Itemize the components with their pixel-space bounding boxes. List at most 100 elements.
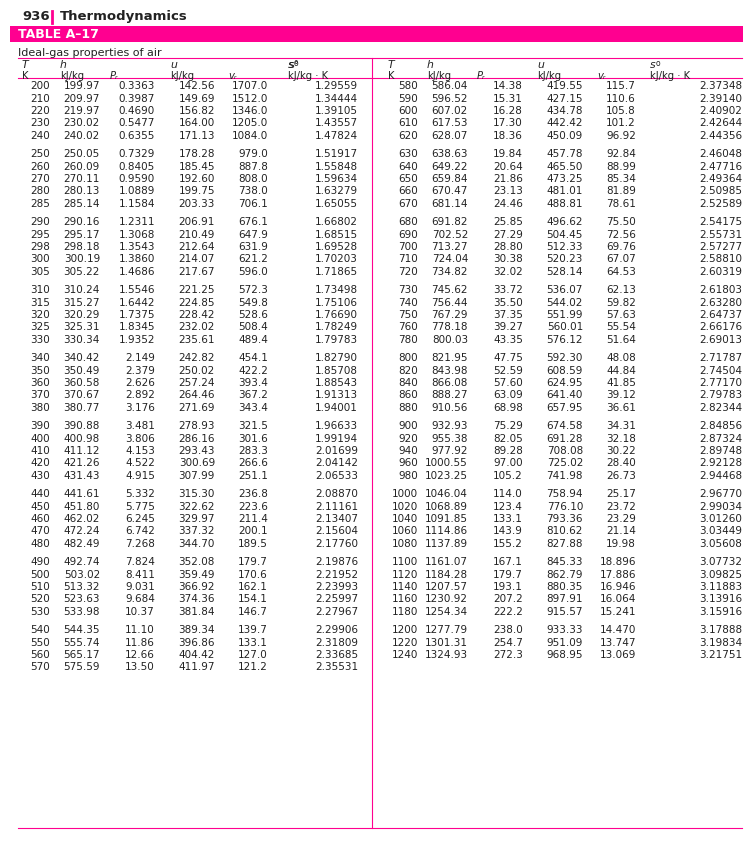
Text: 278.93: 278.93 bbox=[178, 421, 215, 431]
Text: 7.824: 7.824 bbox=[125, 557, 155, 567]
Text: 1324.93: 1324.93 bbox=[425, 650, 468, 660]
Text: 1.99194: 1.99194 bbox=[315, 433, 358, 444]
Text: 200.1: 200.1 bbox=[239, 527, 268, 537]
Text: 18.896: 18.896 bbox=[599, 557, 636, 567]
Text: 457.78: 457.78 bbox=[547, 149, 583, 159]
Text: 1.1584: 1.1584 bbox=[118, 199, 155, 209]
Text: 1046.04: 1046.04 bbox=[425, 489, 468, 499]
Text: 1301.31: 1301.31 bbox=[425, 638, 468, 648]
Text: 4.915: 4.915 bbox=[125, 471, 155, 481]
Text: 738.0: 738.0 bbox=[238, 187, 268, 197]
Text: 14.470: 14.470 bbox=[599, 625, 636, 635]
Text: kJ/kg: kJ/kg bbox=[60, 71, 84, 81]
Text: 16.946: 16.946 bbox=[599, 582, 636, 592]
Text: 400.98: 400.98 bbox=[64, 433, 100, 444]
Text: 960: 960 bbox=[398, 459, 418, 468]
Text: 1240: 1240 bbox=[392, 650, 418, 660]
Text: 1707.0: 1707.0 bbox=[232, 81, 268, 91]
Text: 404.42: 404.42 bbox=[178, 650, 215, 660]
Text: 250.05: 250.05 bbox=[64, 149, 100, 159]
Text: 2.82344: 2.82344 bbox=[699, 403, 742, 413]
Text: 64.53: 64.53 bbox=[606, 267, 636, 277]
Text: 676.1: 676.1 bbox=[238, 217, 268, 227]
Text: 322.62: 322.62 bbox=[178, 501, 215, 511]
Text: 210.49: 210.49 bbox=[178, 230, 215, 239]
Text: 596.0: 596.0 bbox=[238, 267, 268, 277]
Text: 793.36: 793.36 bbox=[547, 514, 583, 524]
Text: 2.42644: 2.42644 bbox=[699, 119, 742, 129]
Text: 1140: 1140 bbox=[392, 582, 418, 592]
Text: kJ/kg: kJ/kg bbox=[427, 71, 451, 81]
Text: 2.63280: 2.63280 bbox=[699, 298, 742, 308]
Text: 57.63: 57.63 bbox=[606, 310, 636, 320]
Text: 1.70203: 1.70203 bbox=[315, 254, 358, 265]
Text: 15.31: 15.31 bbox=[493, 93, 523, 103]
Text: 1161.07: 1161.07 bbox=[425, 557, 468, 567]
Text: 979.0: 979.0 bbox=[238, 149, 268, 159]
Text: 9.031: 9.031 bbox=[125, 582, 155, 592]
Text: 72.56: 72.56 bbox=[606, 230, 636, 239]
Text: 21.86: 21.86 bbox=[493, 174, 523, 184]
Text: 389.34: 389.34 bbox=[178, 625, 215, 635]
Text: 0.3987: 0.3987 bbox=[119, 93, 155, 103]
Text: 540: 540 bbox=[30, 625, 50, 635]
Text: 3.19834: 3.19834 bbox=[699, 638, 742, 648]
Text: 0.8405: 0.8405 bbox=[119, 161, 155, 171]
Text: 490: 490 bbox=[30, 557, 50, 567]
Text: 0.3363: 0.3363 bbox=[119, 81, 155, 91]
Text: 240.02: 240.02 bbox=[64, 131, 100, 141]
Text: 199.75: 199.75 bbox=[178, 187, 215, 197]
Text: 1.66802: 1.66802 bbox=[315, 217, 358, 227]
Text: 600: 600 bbox=[398, 106, 418, 116]
Text: 264.46: 264.46 bbox=[178, 390, 215, 400]
Text: 370: 370 bbox=[30, 390, 50, 400]
Text: 32.18: 32.18 bbox=[606, 433, 636, 444]
Text: 260: 260 bbox=[30, 161, 50, 171]
Text: 12.66: 12.66 bbox=[125, 650, 155, 660]
Text: 1230.92: 1230.92 bbox=[425, 594, 468, 605]
Text: 1.55848: 1.55848 bbox=[315, 161, 358, 171]
Text: 649.22: 649.22 bbox=[431, 161, 468, 171]
Text: 321.5: 321.5 bbox=[238, 421, 268, 431]
Text: 85.34: 85.34 bbox=[606, 174, 636, 184]
Text: 2.19876: 2.19876 bbox=[315, 557, 358, 567]
Text: 724.04: 724.04 bbox=[431, 254, 468, 265]
Text: 1.68515: 1.68515 bbox=[315, 230, 358, 239]
Text: 210: 210 bbox=[30, 93, 50, 103]
Text: 193.1: 193.1 bbox=[493, 582, 523, 592]
Text: 222.2: 222.2 bbox=[493, 607, 523, 617]
Text: 390: 390 bbox=[30, 421, 50, 431]
Text: 2.44356: 2.44356 bbox=[699, 131, 742, 141]
Text: 1.43557: 1.43557 bbox=[315, 119, 358, 129]
Text: 3.481: 3.481 bbox=[125, 421, 155, 431]
Text: 271.69: 271.69 bbox=[178, 403, 215, 413]
Text: 381.84: 381.84 bbox=[178, 607, 215, 617]
Text: 14.38: 14.38 bbox=[493, 81, 523, 91]
Text: 528.6: 528.6 bbox=[238, 310, 268, 320]
Text: 170.6: 170.6 bbox=[238, 570, 268, 579]
Text: 325.31: 325.31 bbox=[63, 322, 100, 332]
Text: 575.59: 575.59 bbox=[63, 662, 100, 672]
Text: 52.59: 52.59 bbox=[493, 365, 523, 376]
Text: 411.97: 411.97 bbox=[178, 662, 215, 672]
Text: 473.25: 473.25 bbox=[547, 174, 583, 184]
Text: 211.4: 211.4 bbox=[238, 514, 268, 524]
Text: 298.18: 298.18 bbox=[63, 242, 100, 252]
Text: 422.2: 422.2 bbox=[238, 365, 268, 376]
Text: 2.61803: 2.61803 bbox=[699, 285, 742, 295]
Text: 431.43: 431.43 bbox=[63, 471, 100, 481]
Text: 670.47: 670.47 bbox=[431, 187, 468, 197]
Text: 1120: 1120 bbox=[392, 570, 418, 579]
Text: 1.34444: 1.34444 bbox=[315, 93, 358, 103]
Text: 290.16: 290.16 bbox=[63, 217, 100, 227]
Text: 2.08870: 2.08870 bbox=[315, 489, 358, 499]
Text: 2.47716: 2.47716 bbox=[699, 161, 742, 171]
Text: 212.64: 212.64 bbox=[178, 242, 215, 252]
Text: 315.27: 315.27 bbox=[63, 298, 100, 308]
Text: 450: 450 bbox=[30, 501, 50, 511]
Text: 1184.28: 1184.28 bbox=[425, 570, 468, 579]
Bar bbox=[10, 26, 743, 42]
Text: 2.149: 2.149 bbox=[125, 353, 155, 363]
Text: 19.98: 19.98 bbox=[606, 539, 636, 549]
Text: 607.02: 607.02 bbox=[431, 106, 468, 116]
